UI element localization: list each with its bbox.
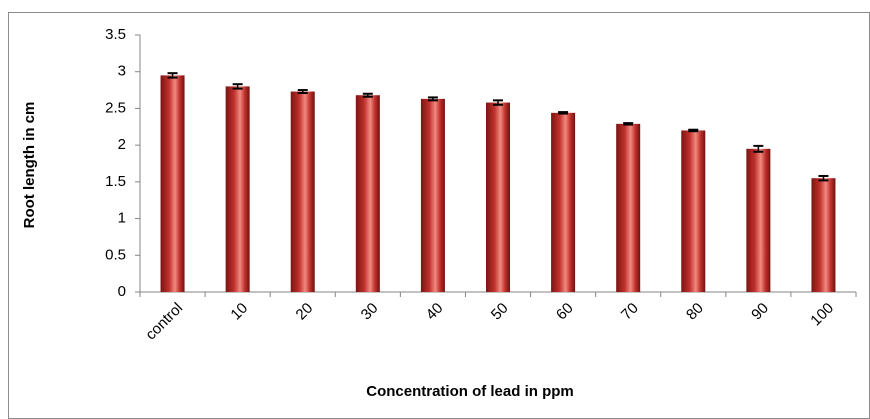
error-bar <box>427 96 438 102</box>
x-tick-label: 10 <box>227 300 251 324</box>
error-bar <box>232 83 243 90</box>
y-tick-label: 0.5 <box>105 246 126 263</box>
bar <box>746 148 771 292</box>
bar <box>551 112 576 292</box>
x-tick-label: control <box>142 300 186 344</box>
bar <box>420 98 445 292</box>
error-bar <box>558 111 569 115</box>
error-bar <box>753 144 764 153</box>
x-tick-label: 30 <box>358 300 382 324</box>
bar <box>290 91 315 292</box>
x-tick-label: 40 <box>423 300 447 324</box>
bar <box>160 75 185 292</box>
bar <box>355 95 380 292</box>
y-tick-label: 3 <box>118 63 126 80</box>
bar <box>681 130 706 292</box>
x-tick-label: 50 <box>488 300 512 324</box>
error-bar <box>818 174 829 182</box>
error-bar <box>623 122 634 126</box>
bar <box>225 86 250 293</box>
x-tick-label: 60 <box>553 300 577 324</box>
y-tick-label: 2 <box>118 136 126 153</box>
x-axis-title: Concentration of lead in ppm <box>366 383 574 400</box>
error-bar <box>362 92 373 98</box>
x-tick-label: 80 <box>683 300 707 324</box>
y-axis-title: Root length in cm <box>21 102 38 229</box>
x-tick-label: 90 <box>748 300 772 324</box>
y-tick-label: 1.5 <box>105 173 126 190</box>
error-bar <box>297 89 308 95</box>
bar <box>486 102 510 292</box>
error-bar <box>688 128 699 133</box>
y-tick-label: 1 <box>118 210 126 227</box>
y-tick-label: 0 <box>118 283 126 300</box>
bar <box>616 123 641 292</box>
x-tick-label: 20 <box>293 300 317 324</box>
bar <box>811 178 836 292</box>
y-tick-label: 2.5 <box>105 99 126 116</box>
x-tick-label: 70 <box>618 300 642 324</box>
x-tick-label: 100 <box>807 300 837 330</box>
error-bar <box>167 72 178 79</box>
y-tick-label: 3.5 <box>105 26 126 43</box>
error-bar <box>493 99 503 106</box>
